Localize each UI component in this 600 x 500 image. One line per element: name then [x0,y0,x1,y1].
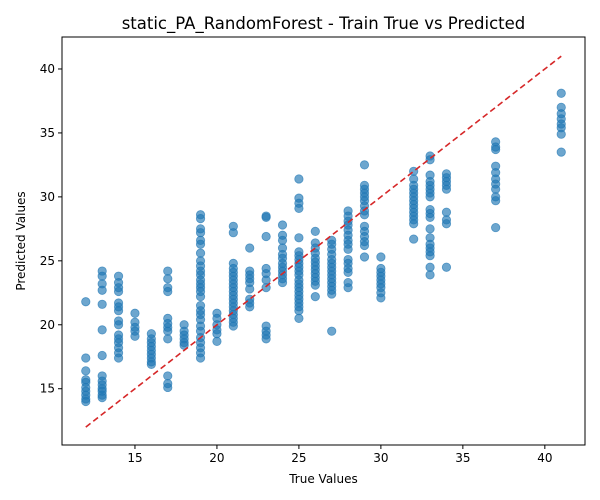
data-point [114,354,122,362]
data-point [377,294,385,302]
data-point [344,283,352,291]
data-point [98,272,106,280]
data-point [557,148,565,156]
data-point [377,253,385,261]
data-point [311,281,319,289]
y-tick-label: 30 [40,190,55,204]
data-point [246,303,254,311]
y-tick-label: 35 [40,126,55,140]
data-point [229,322,237,330]
data-point [196,240,204,248]
data-point [164,267,172,275]
data-point [409,220,417,228]
data-point [164,335,172,343]
data-point [213,330,221,338]
data-point [295,314,303,322]
y-axis-label: Predicted Values [14,191,28,290]
y-tick-label: 25 [40,254,55,268]
y-tick-label: 20 [40,318,55,332]
x-tick-label: 15 [127,451,142,465]
data-point [246,285,254,293]
data-point [360,161,368,169]
data-point [491,185,499,193]
data-point [360,253,368,261]
data-point [491,145,499,153]
x-tick-label: 30 [373,451,388,465]
data-point [82,397,90,405]
data-point [98,351,106,359]
data-point [360,241,368,249]
data-point [295,175,303,183]
data-point [295,204,303,212]
data-point [426,263,434,271]
data-point [328,327,336,335]
data-point [246,244,254,252]
data-point [278,221,286,229]
data-point [426,193,434,201]
data-point [82,298,90,306]
data-point [114,287,122,295]
data-point [278,278,286,286]
data-point [196,228,204,236]
data-point [426,213,434,221]
data-point [114,307,122,315]
data-point [82,354,90,362]
data-point [311,227,319,235]
data-point [426,271,434,279]
x-tick-label: 40 [537,451,552,465]
data-point [82,367,90,375]
data-point [491,223,499,231]
data-point [262,232,270,240]
data-point [426,225,434,233]
data-point [98,300,106,308]
y-tick-label: 40 [40,62,55,76]
data-point [328,290,336,298]
data-point [164,287,172,295]
data-point [147,360,155,368]
x-tick-label: 35 [455,451,470,465]
data-point [295,234,303,242]
data-point [164,275,172,283]
data-point [114,321,122,329]
data-point [196,249,204,257]
data-point [262,276,270,284]
y-tick-label: 15 [40,382,55,396]
data-point [164,327,172,335]
data-point [360,211,368,219]
data-point [442,220,450,228]
data-point [344,268,352,276]
data-point [131,309,139,317]
data-point [98,286,106,294]
x-tick-label: 25 [291,451,306,465]
data-point [295,307,303,315]
data-point [409,235,417,243]
data-point [262,213,270,221]
data-point [196,292,204,300]
data-point [278,236,286,244]
data-point [98,393,106,401]
chart-title: static_PA_RandomForest - Train True vs P… [122,14,526,34]
data-point [213,337,221,345]
data-point [442,208,450,216]
data-point [557,89,565,97]
data-point [442,263,450,271]
data-point [557,130,565,138]
data-point [262,335,270,343]
data-point [98,326,106,334]
data-point [344,245,352,253]
data-point [131,332,139,340]
data-point [426,252,434,260]
data-point [229,228,237,236]
x-tick-label: 20 [209,451,224,465]
data-point [491,197,499,205]
data-point [442,185,450,193]
data-point [311,292,319,300]
data-point [164,383,172,391]
data-point [196,354,204,362]
x-axis-label: True Values [288,472,358,486]
data-point [164,372,172,380]
data-point [196,214,204,222]
